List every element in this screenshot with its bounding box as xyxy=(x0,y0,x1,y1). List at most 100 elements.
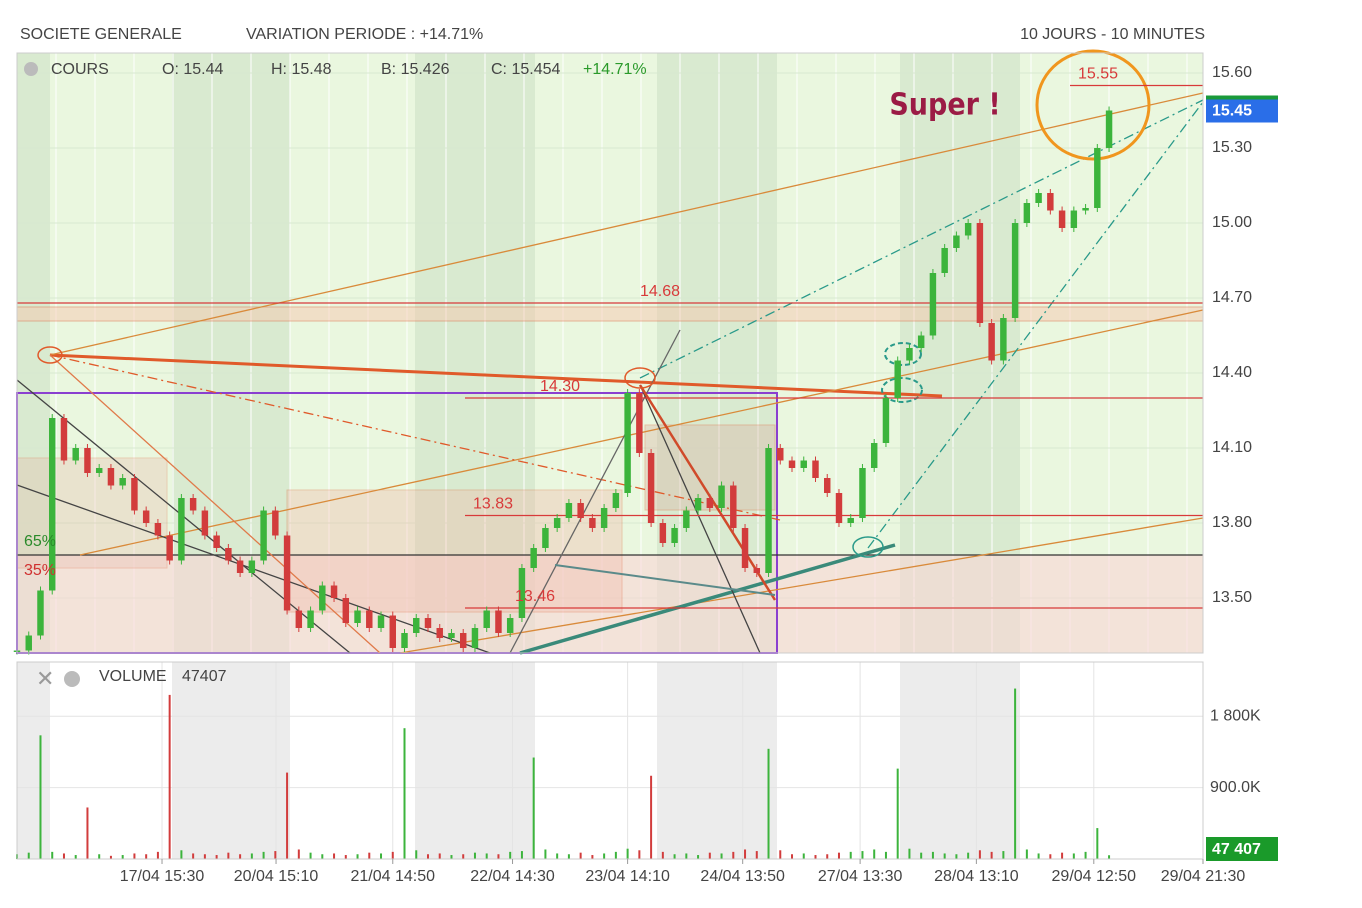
level-label: 15.55 xyxy=(1078,66,1118,83)
candle xyxy=(671,528,678,543)
x-tick-label: 23/04 14:10 xyxy=(585,868,670,885)
candle xyxy=(72,448,79,461)
candle xyxy=(178,498,185,561)
volume-bar xyxy=(74,855,77,859)
volume-bar xyxy=(438,853,441,859)
candle xyxy=(131,478,138,511)
level-label: 13.46 xyxy=(515,588,555,605)
candle xyxy=(1047,193,1054,211)
candle xyxy=(636,393,643,453)
volume-bar xyxy=(426,854,429,859)
volume-bar xyxy=(931,851,934,859)
volume-bar xyxy=(849,851,852,859)
line xyxy=(519,543,896,655)
volume-bar xyxy=(27,852,30,859)
candle xyxy=(506,618,514,633)
candle xyxy=(753,568,761,573)
candle xyxy=(941,248,948,273)
candle xyxy=(401,633,408,648)
y-tick-label: 14.40 xyxy=(1212,364,1252,381)
ohlc-stat: O: 15.44 xyxy=(162,61,223,78)
candle xyxy=(189,498,197,511)
volume-bar xyxy=(544,849,547,859)
volume-bar xyxy=(121,855,124,859)
series xyxy=(13,84,1203,859)
session-band xyxy=(17,53,50,653)
x-tick-label: 27/04 13:30 xyxy=(818,868,903,885)
candle xyxy=(812,460,819,478)
candle xyxy=(1082,208,1089,211)
settings-icon[interactable] xyxy=(64,671,80,687)
line xyxy=(49,353,943,398)
volume-bar xyxy=(814,855,817,859)
volume-current: 47407 xyxy=(182,668,227,685)
candle xyxy=(142,510,150,523)
volume-bar xyxy=(250,853,253,859)
volume-bar xyxy=(614,851,617,859)
volume-bar xyxy=(732,851,735,859)
candle xyxy=(953,235,960,248)
volume-bar xyxy=(215,855,218,859)
last-price-box xyxy=(1206,98,1278,123)
candle xyxy=(1058,210,1066,228)
volume-bar xyxy=(309,852,312,859)
volume-bar xyxy=(180,850,183,859)
y-tick-label: 13.80 xyxy=(1212,514,1252,531)
candle xyxy=(283,535,291,611)
candle xyxy=(424,618,432,628)
y-tick-label: 900.0K xyxy=(1210,779,1261,796)
candle xyxy=(1000,318,1007,361)
candle xyxy=(847,518,854,523)
volume-bar xyxy=(192,853,195,859)
volume-bar xyxy=(638,850,641,859)
candle xyxy=(330,585,338,598)
candle xyxy=(225,548,232,561)
volume-bar xyxy=(720,853,723,859)
ohlc-stat: H: 15.48 xyxy=(271,61,332,78)
candle xyxy=(342,598,350,623)
y-tick-label: 1 800K xyxy=(1210,708,1261,725)
candle xyxy=(119,478,126,486)
candle xyxy=(870,443,878,468)
candle xyxy=(154,523,162,536)
volume-bar xyxy=(485,853,488,859)
zone xyxy=(17,555,1203,653)
y-tick-label: 14.70 xyxy=(1212,289,1252,306)
candle xyxy=(589,518,596,528)
candle xyxy=(683,510,690,528)
volume-bar xyxy=(333,853,336,859)
session-band xyxy=(657,662,777,859)
candle xyxy=(319,585,326,611)
volume-bar xyxy=(697,855,700,859)
volume-bar xyxy=(567,854,570,859)
x-tick-label: 24/04 13:50 xyxy=(700,868,785,885)
candle xyxy=(553,518,561,528)
candle xyxy=(1023,203,1031,223)
candle xyxy=(624,393,631,493)
volume-bar xyxy=(896,768,899,859)
close-icon[interactable]: ✕ xyxy=(36,666,54,691)
marker xyxy=(37,346,63,364)
line xyxy=(399,517,1204,654)
last-price-bar xyxy=(1206,95,1278,100)
marker xyxy=(852,536,884,558)
candle xyxy=(777,448,784,461)
settings-icon[interactable] xyxy=(24,62,38,76)
background xyxy=(17,53,1204,859)
volume-bar xyxy=(837,852,840,859)
y-tick-label: 14.10 xyxy=(1212,439,1252,456)
volume-bar xyxy=(403,728,406,859)
last-volume-box xyxy=(1206,837,1278,861)
volume-bar xyxy=(579,852,582,859)
level-label: 13.83 xyxy=(473,496,513,513)
line xyxy=(867,101,1204,549)
volume-bar xyxy=(227,852,230,859)
candle xyxy=(95,468,103,473)
volume-bar xyxy=(39,735,42,859)
volume-bar xyxy=(861,851,864,859)
candle xyxy=(471,628,479,648)
symbol: SOCIETE GENERALE xyxy=(20,26,182,43)
marker xyxy=(881,377,923,403)
line xyxy=(49,354,781,521)
candle xyxy=(107,468,115,486)
